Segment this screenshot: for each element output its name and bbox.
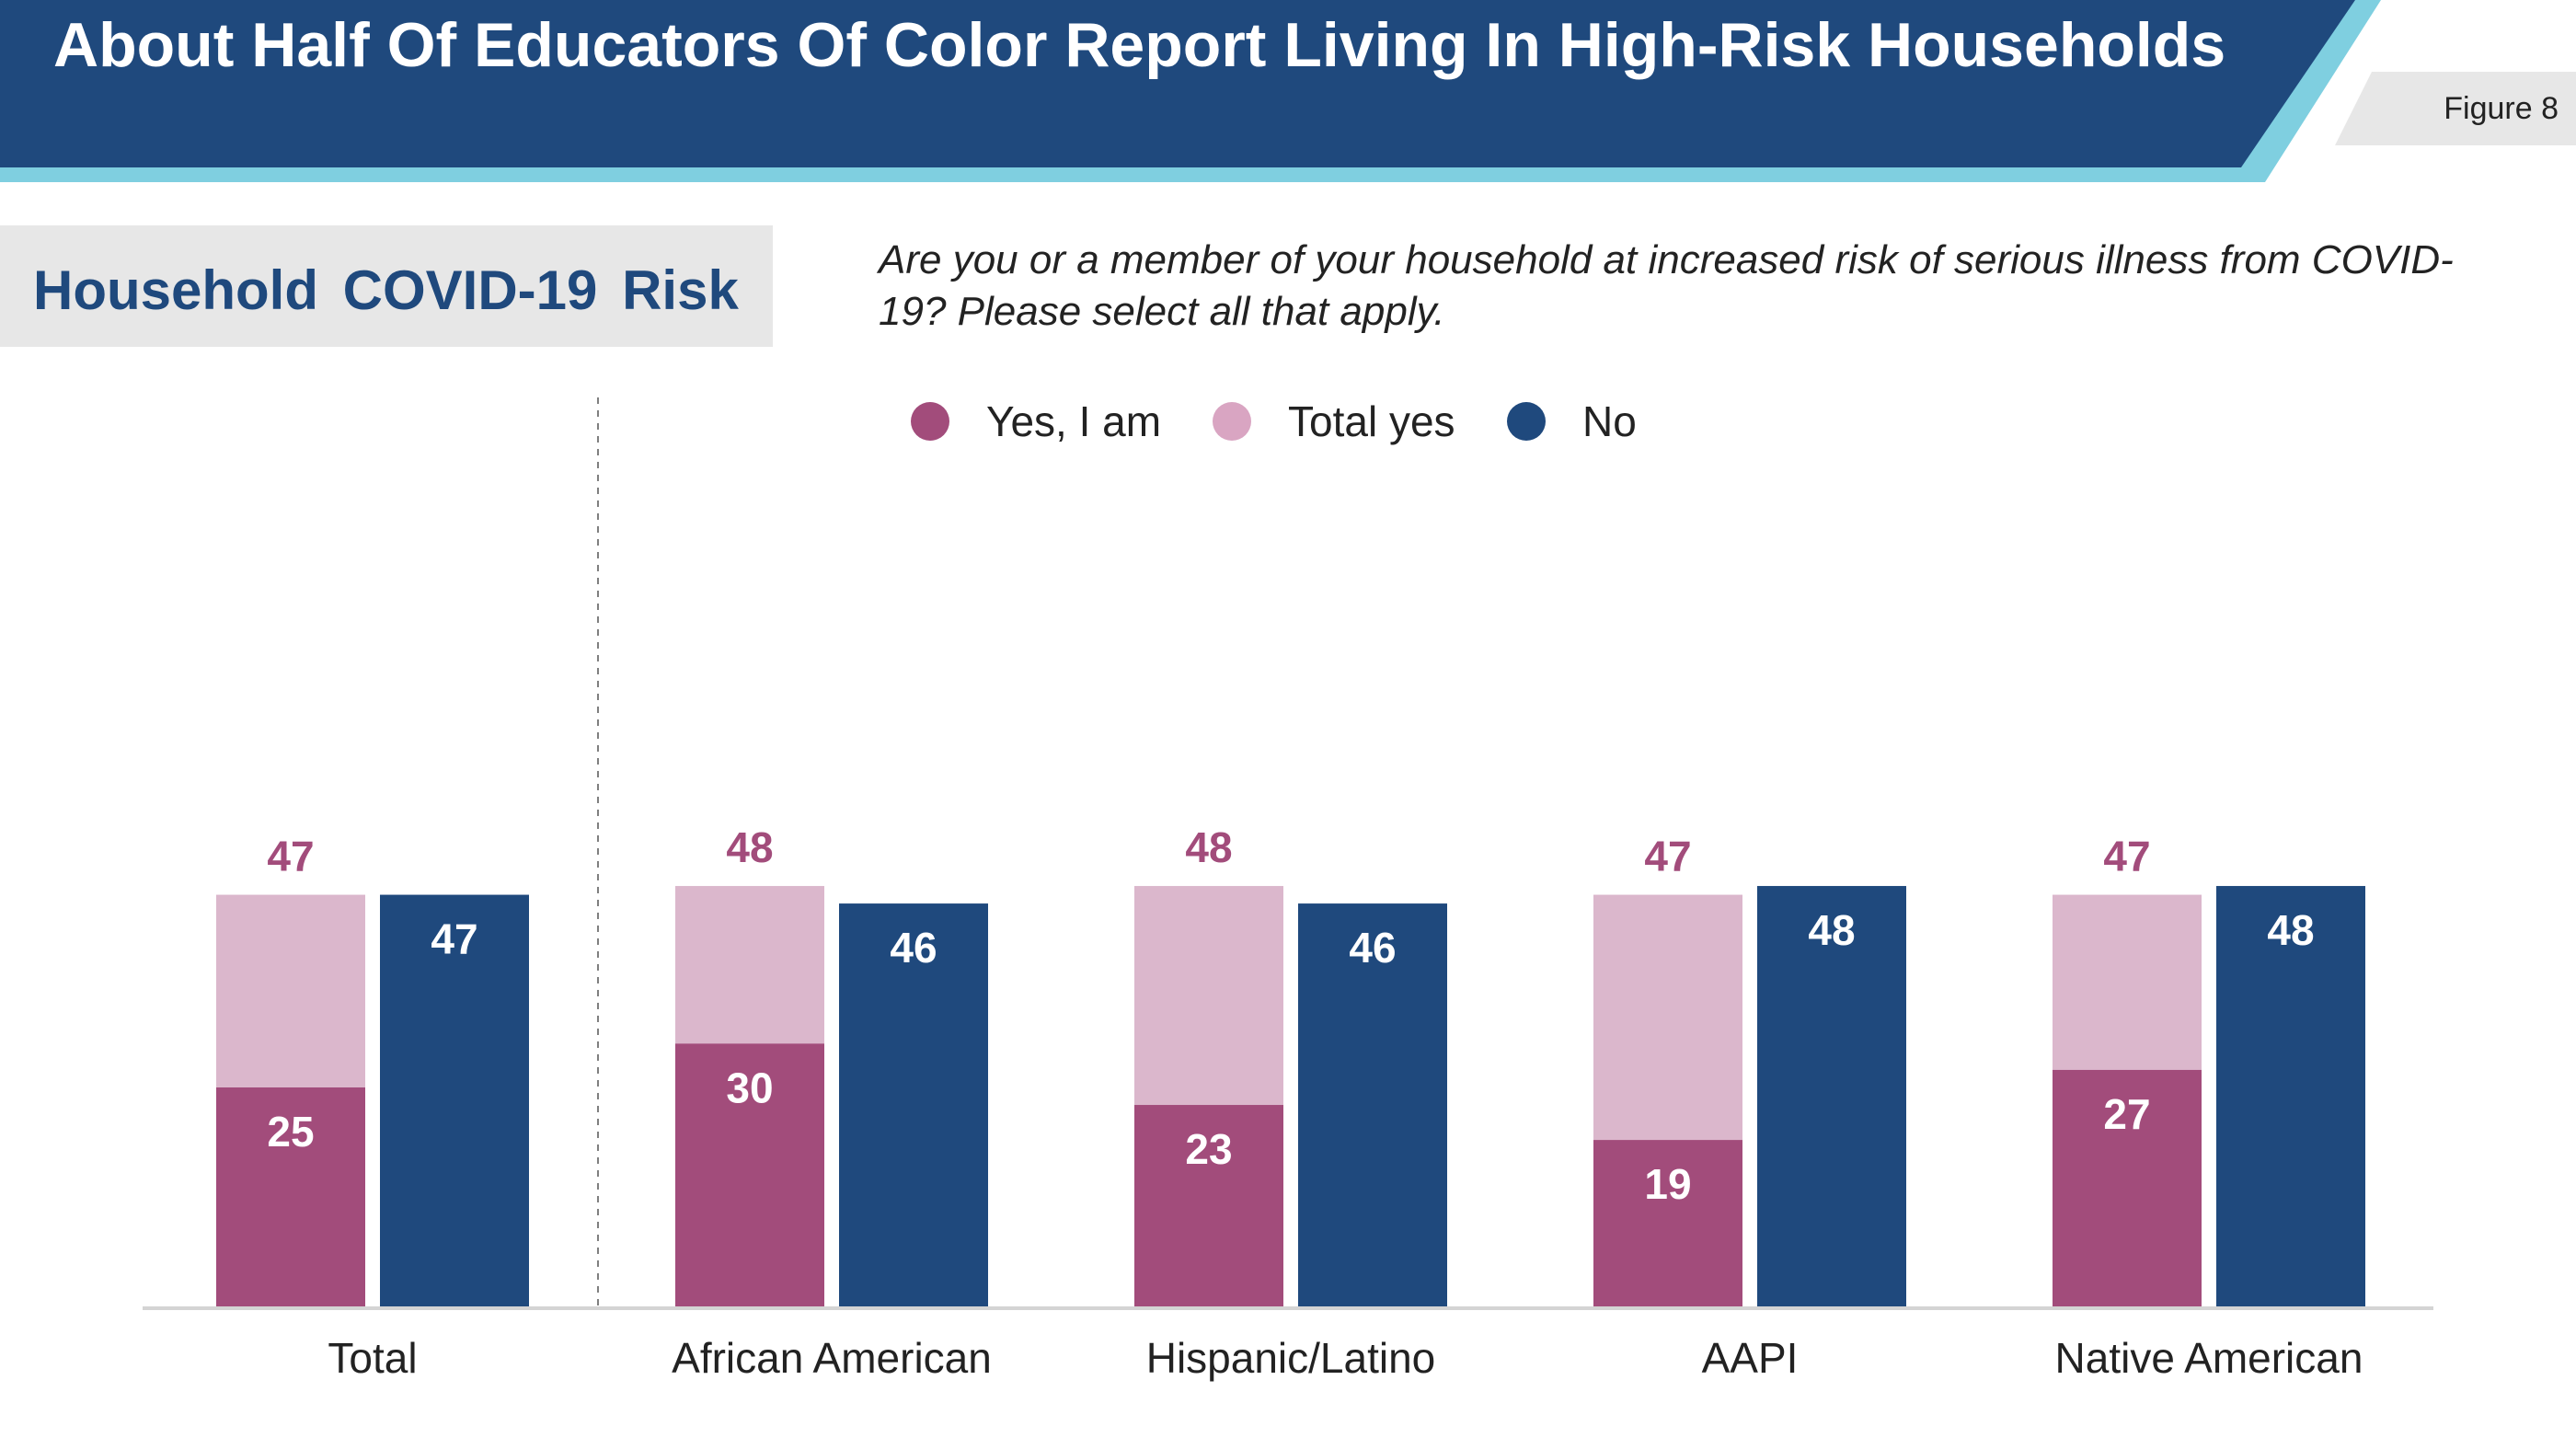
label-total-yes: 47 xyxy=(267,833,314,880)
bar-no xyxy=(1757,886,1906,1306)
banner-shape xyxy=(0,0,2381,182)
legend-dot-no xyxy=(1507,402,1546,441)
label-yes-i-am: 30 xyxy=(726,1064,773,1111)
label-total-yes: 48 xyxy=(726,823,773,871)
label-total-yes: 47 xyxy=(1644,833,1691,880)
title-banner: About Half Of Educators Of Color Report … xyxy=(0,0,2576,193)
bar-yes-i-am xyxy=(1593,1140,1742,1306)
category-label: Total xyxy=(328,1334,417,1382)
bar-no xyxy=(1298,903,1447,1306)
label-no: 47 xyxy=(431,915,477,963)
label-yes-i-am: 23 xyxy=(1185,1125,1232,1173)
bar-yes-i-am xyxy=(2053,1069,2202,1306)
label-yes-i-am: 27 xyxy=(2103,1090,2150,1138)
banner-fill xyxy=(0,0,2355,167)
category-label: AAPI xyxy=(1702,1334,1799,1382)
category-label: African American xyxy=(672,1334,992,1382)
label-yes-i-am: 25 xyxy=(267,1108,314,1156)
label-no: 46 xyxy=(890,924,937,972)
figure-label: Figure 8 xyxy=(2444,91,2559,126)
subtitle-box: Household COVID-19 Risk xyxy=(0,225,773,347)
bar-yes-i-am xyxy=(216,1087,365,1306)
category-label: Native American xyxy=(2055,1334,2363,1382)
figure-tab xyxy=(2335,72,2576,145)
label-total-yes: 47 xyxy=(2103,833,2150,880)
label-no: 48 xyxy=(1808,906,1855,954)
bar-no xyxy=(380,894,529,1306)
legend-label-total-yes: Total yes xyxy=(1288,397,1455,445)
bar-yes-i-am xyxy=(675,1043,824,1306)
legend-dot-total-yes xyxy=(1213,402,1251,441)
legend-dot-yes-i-am xyxy=(911,402,949,441)
survey-question: Are you or a member of your household at… xyxy=(879,237,2454,334)
bar-no xyxy=(839,903,988,1306)
label-total-yes: 48 xyxy=(1185,823,1232,871)
label-yes-i-am: 19 xyxy=(1644,1160,1691,1208)
category-label: Hispanic/Latino xyxy=(1146,1334,1436,1382)
label-no: 48 xyxy=(2267,906,2314,954)
legend-label-yes-i-am: Yes, I am xyxy=(986,397,1162,445)
legend-label-no: No xyxy=(1582,397,1637,445)
label-no: 46 xyxy=(1349,924,1396,972)
bar-yes-i-am xyxy=(1134,1105,1283,1306)
chart-subtitle: Household COVID-19 Risk xyxy=(33,259,739,321)
page-title: About Half Of Educators Of Color Report … xyxy=(53,10,2226,80)
bar-no xyxy=(2216,886,2365,1306)
